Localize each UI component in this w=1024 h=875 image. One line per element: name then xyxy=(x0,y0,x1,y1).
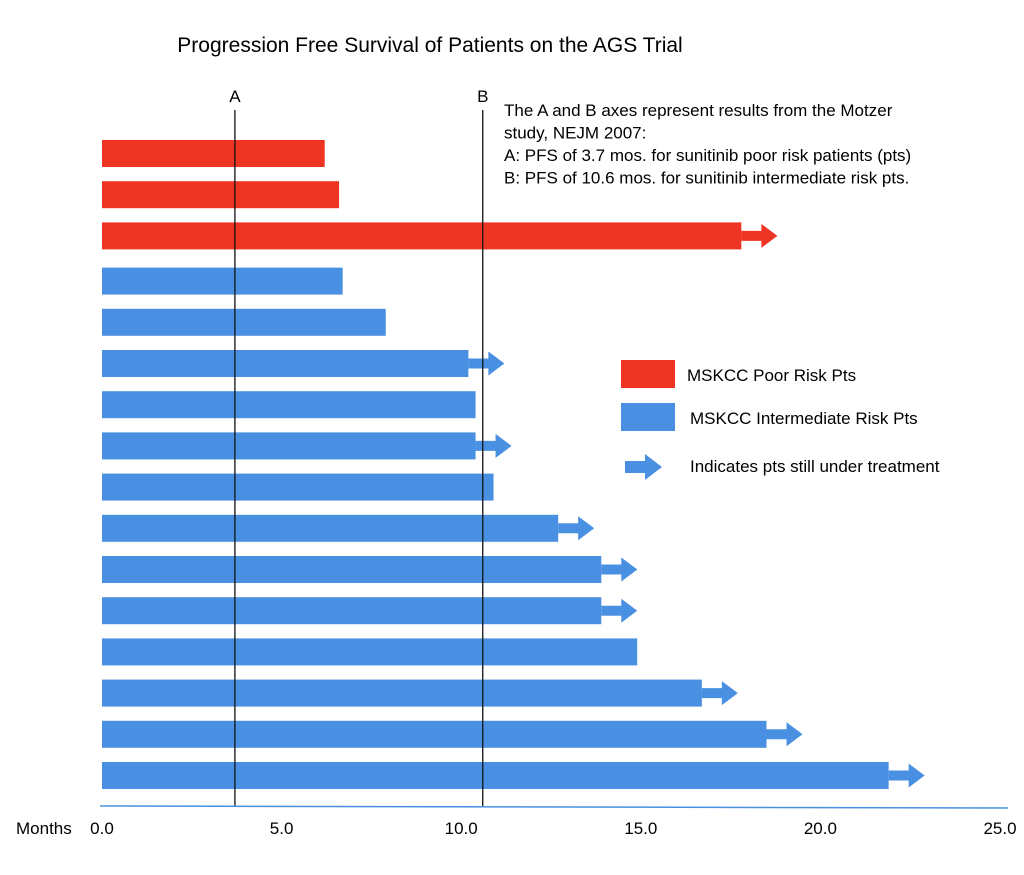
x-tick-label: 15.0 xyxy=(624,819,657,838)
bar-intermediate-5 xyxy=(102,432,476,460)
bar-intermediate-2 xyxy=(102,308,386,336)
reference-label-a: A xyxy=(229,87,241,106)
x-tick-label: 5.0 xyxy=(270,819,294,838)
bar-intermediate-1 xyxy=(102,267,343,295)
reference-label-b: B xyxy=(477,87,488,106)
annotation-line: A: PFS of 3.7 mos. for sunitinib poor ri… xyxy=(504,146,911,165)
annotation-line: B: PFS of 10.6 mos. for sunitinib interm… xyxy=(504,169,909,188)
bar-intermediate-3 xyxy=(102,350,469,377)
ongoing-arrow-icon xyxy=(766,722,803,747)
ongoing-arrow-icon xyxy=(601,557,638,582)
x-axis xyxy=(99,805,1009,809)
bar-intermediate-6 xyxy=(102,473,494,501)
legend-label-intermediate: MSKCC Intermediate Risk Pts xyxy=(690,409,918,428)
ongoing-arrow-icon xyxy=(558,516,595,541)
x-tick-labels: 0.0 5.0 10.0 15.0 20.0 25.0 xyxy=(90,819,1016,838)
bar-intermediate-10 xyxy=(102,638,638,666)
annotation-text: The A and B axes represent results from … xyxy=(504,101,911,188)
x-tick-label: 20.0 xyxy=(804,819,837,838)
bar-poor-1 xyxy=(102,140,325,167)
x-axis-label: Months xyxy=(16,819,72,838)
x-tick-label: 25.0 xyxy=(983,819,1016,838)
chart-title: Progression Free Survival of Patients on… xyxy=(177,34,682,57)
x-tick-label: 10.0 xyxy=(445,819,478,838)
ongoing-arrow-icon xyxy=(701,681,738,706)
bar-intermediate-4 xyxy=(102,391,476,419)
legend-label-ongoing: Indicates pts still under treatment xyxy=(690,457,940,476)
bar-poor-3 xyxy=(102,222,742,250)
bar-intermediate-13 xyxy=(102,762,889,789)
legend: MSKCC Poor Risk Pts MSKCC Intermediate R… xyxy=(621,360,940,480)
annotation-line: study, NEJM 2007: xyxy=(504,124,646,143)
legend-label-poor: MSKCC Poor Risk Pts xyxy=(687,366,856,385)
bar-intermediate-12 xyxy=(102,720,767,748)
ongoing-arrow-icon xyxy=(741,223,778,248)
legend-swatch-poor xyxy=(621,360,675,388)
ongoing-arrow-icon xyxy=(601,598,638,623)
ongoing-arrow-icon xyxy=(888,763,925,788)
ongoing-arrow-icon xyxy=(475,433,512,458)
legend-arrow-icon xyxy=(625,454,662,480)
annotation-line: The A and B axes represent results from … xyxy=(504,101,893,120)
legend-swatch-intermediate xyxy=(621,403,675,431)
x-tick-label: 0.0 xyxy=(90,819,114,838)
ongoing-arrow-icon xyxy=(468,351,505,376)
bar-intermediate-11 xyxy=(102,679,702,707)
bars-group xyxy=(102,140,925,789)
bar-poor-2 xyxy=(102,181,340,209)
bar-intermediate-8 xyxy=(102,556,602,583)
bar-intermediate-7 xyxy=(102,514,559,542)
bar-intermediate-9 xyxy=(102,597,602,625)
